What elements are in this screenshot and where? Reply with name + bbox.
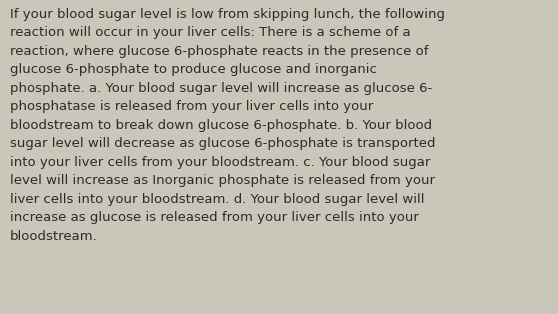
Text: If your blood sugar level is low from skipping lunch, the following
reaction wil: If your blood sugar level is low from sk… [10, 8, 445, 243]
